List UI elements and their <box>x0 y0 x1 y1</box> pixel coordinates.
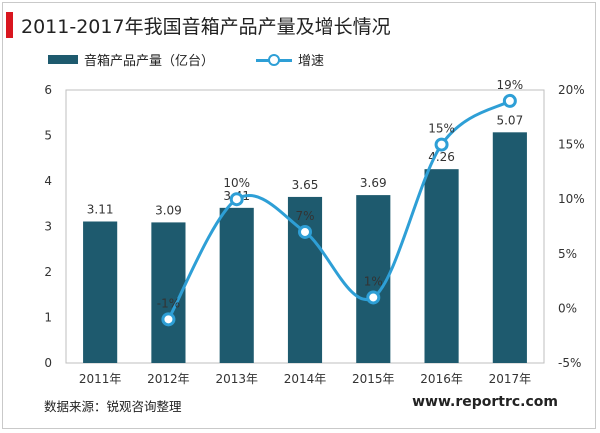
legend-bar-swatch <box>48 55 78 64</box>
growth-value-label: -1% <box>157 296 180 310</box>
bar-1 <box>83 221 118 363</box>
growth-value-label: 15% <box>428 122 455 136</box>
chart-title: 2011-2017年我国音箱产品产量及增长情况 <box>21 15 391 38</box>
y-left-tick-label: 3 <box>44 220 52 234</box>
y-right-tick-label: 10% <box>558 192 585 206</box>
y-right-tick-label: 15% <box>558 138 585 152</box>
chart-legend: 音箱产品产量（亿台） 增速 <box>48 50 366 69</box>
y-left-tick-label: 2 <box>44 265 52 279</box>
growth-marker-3 <box>229 192 244 207</box>
x-tick-label: 2011年 <box>79 372 122 386</box>
y-right-tick-label: 20% <box>558 83 585 97</box>
growth-value-label: 10% <box>223 176 250 190</box>
bar-value-label: 5.07 <box>496 113 523 127</box>
bar-6 <box>424 169 459 363</box>
y-left-tick-label: 4 <box>44 174 52 188</box>
bar-3 <box>219 207 254 363</box>
y-left-tick-label: 6 <box>44 83 52 97</box>
y-right-tick-label: 0% <box>558 301 577 315</box>
legend-label-growth: 增速 <box>298 54 325 69</box>
x-tick-label: 2015年 <box>352 372 395 386</box>
bar-value-label: 3.11 <box>87 202 114 216</box>
growth-marker-7 <box>502 93 517 108</box>
growth-value-label: 7% <box>295 209 314 223</box>
legend-label-production: 音箱产品产量（亿台） <box>84 54 215 69</box>
title-bar: 2011-2017年我国音箱产品产量及增长情况 <box>0 12 391 38</box>
legend-item-growth: 增速 <box>256 50 324 69</box>
y-right-tick-label: 5% <box>558 247 577 261</box>
growth-marker-5 <box>366 290 381 305</box>
growth-marker-4 <box>298 224 312 239</box>
bar-value-label: 3.65 <box>292 178 319 192</box>
growth-value-label: 1% <box>364 274 383 288</box>
source-note: 数据来源：锐观咨询整理 <box>44 399 182 414</box>
y-right-tick-label: -5% <box>558 356 581 370</box>
title-accent-bar <box>6 12 13 38</box>
x-tick-label: 2012年 <box>147 372 190 386</box>
bar-value-label: 3.69 <box>360 176 387 190</box>
x-tick-label: 2014年 <box>284 372 327 386</box>
legend-line-swatch <box>256 53 293 66</box>
y-left-tick-label: 0 <box>44 356 52 370</box>
x-tick-label: 2016年 <box>420 372 463 386</box>
x-tick-label: 2013年 <box>215 372 258 386</box>
legend-item-production: 音箱产品产量（亿台） <box>48 50 214 69</box>
website-url: www.reportrc.com <box>412 394 558 410</box>
bar-value-label: 3.09 <box>155 203 182 217</box>
growth-marker-6 <box>434 137 449 152</box>
y-left-tick-label: 5 <box>44 129 52 143</box>
bar-7 <box>492 132 527 363</box>
y-left-tick-label: 1 <box>44 311 52 325</box>
growth-value-label: 19% <box>497 78 524 92</box>
x-tick-label: 2017年 <box>489 372 532 386</box>
bar-5 <box>356 195 391 363</box>
growth-marker-2 <box>161 312 176 327</box>
